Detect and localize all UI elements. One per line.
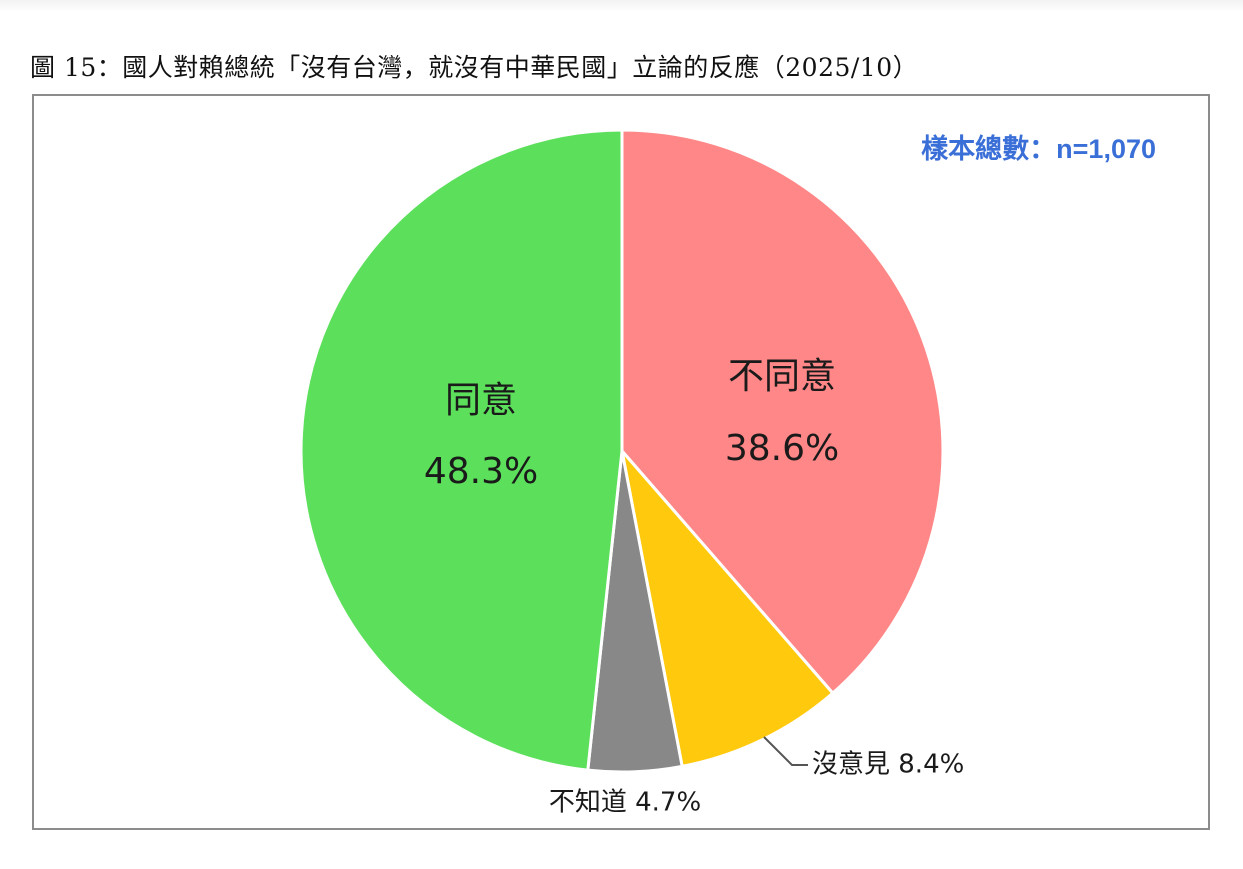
slice-name-agree: 同意 [445, 380, 517, 421]
figure-title: 圖 15：國人對賴總統「沒有台灣，就沒有中華民國」立論的反應（2025/10） [30, 53, 919, 82]
slice-label-no-opinion: 沒意見 8.4% [812, 750, 964, 780]
top-strip [0, 0, 1243, 12]
pie-slice-agree [299, 128, 624, 772]
slice-label-dont-know: 不知道 4.7% [549, 788, 701, 818]
pie-labels: 樣本總數：n=1,070 不同意 38.6% 同意 48.3% 沒意見 8.4%… [424, 133, 1156, 818]
leader-line-no-opinion [763, 736, 808, 766]
slice-value-disagree: 38.6% [725, 428, 839, 469]
pie-slice-no-opinion [620, 449, 835, 768]
pie-slice-disagree [620, 128, 945, 695]
slice-name-disagree: 不同意 [728, 356, 836, 397]
pie-slices [299, 128, 945, 774]
slice-value-agree: 48.3% [424, 451, 538, 492]
sample-size-note: 樣本總數：n=1,070 [921, 133, 1156, 164]
